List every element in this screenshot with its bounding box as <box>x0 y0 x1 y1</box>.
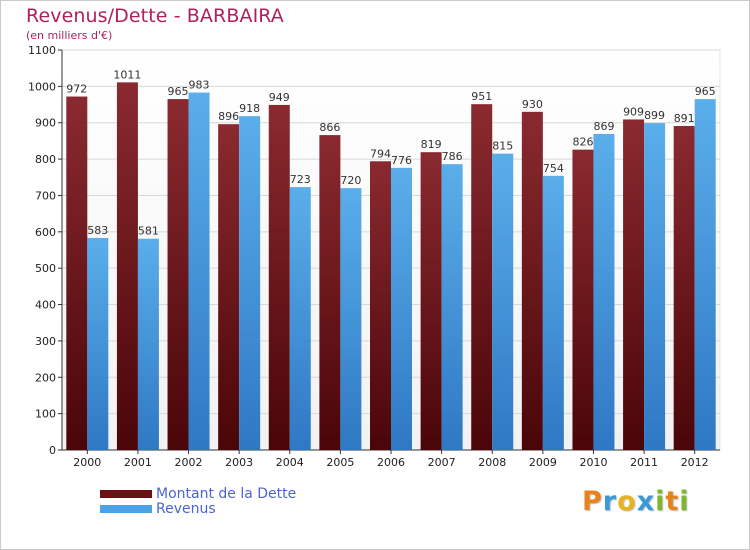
logo-letter: i <box>679 486 690 517</box>
debt-value-label: 819 <box>421 138 442 151</box>
revenue-bar <box>644 123 666 450</box>
revenue-bar <box>492 153 514 451</box>
revenue-value-label: 786 <box>442 150 463 163</box>
x-tick-label: 2010 <box>579 456 607 469</box>
y-tick-label: 800 <box>35 153 56 166</box>
x-tick-label: 2008 <box>478 456 506 469</box>
logo-letter: P <box>582 486 603 517</box>
debt-value-label: 972 <box>66 83 87 96</box>
y-tick-label: 600 <box>35 226 56 239</box>
debt-value-label: 951 <box>471 90 492 103</box>
x-tick-label: 2004 <box>276 456 304 469</box>
revenue-bar <box>289 187 311 450</box>
debt-bar <box>167 99 189 450</box>
logo-letter: i <box>655 486 666 517</box>
y-tick-label: 400 <box>35 299 56 312</box>
y-tick-label: 0 <box>49 444 56 457</box>
revenue-bar <box>87 238 109 450</box>
legend-label-revenue: Revenus <box>156 501 216 517</box>
y-tick-label: 1000 <box>28 80 56 93</box>
logo-letter: o <box>617 486 637 517</box>
debt-bar <box>521 111 543 451</box>
revenue-bar <box>188 92 210 450</box>
x-tick-label: 2007 <box>428 456 456 469</box>
y-tick-label: 700 <box>35 189 56 202</box>
debt-value-label: 794 <box>370 147 391 160</box>
y-tick-label: 200 <box>35 371 56 384</box>
logo-letter: t <box>665 486 680 517</box>
x-tick-label: 2009 <box>529 456 557 469</box>
debt-value-label: 891 <box>674 112 695 125</box>
revenue-bar <box>441 164 463 450</box>
debt-bar <box>572 149 594 451</box>
revenue-value-label: 581 <box>138 225 159 238</box>
debt-bar <box>319 135 341 450</box>
legend-swatch-revenue <box>100 505 152 513</box>
debt-bar <box>673 126 695 450</box>
x-tick-label: 2006 <box>377 456 405 469</box>
revenue-bar <box>694 99 716 450</box>
x-tick-label: 2002 <box>175 456 203 469</box>
debt-bar <box>623 119 645 451</box>
revenue-bar <box>542 175 564 450</box>
revenue-value-label: 983 <box>189 79 210 92</box>
revenue-value-label: 723 <box>290 173 311 186</box>
revenue-value-label: 965 <box>695 85 716 98</box>
debt-bar <box>268 104 290 450</box>
debt-bar <box>420 152 442 450</box>
debt-bar <box>116 82 138 450</box>
debt-value-label: 930 <box>522 98 543 111</box>
debt-bar <box>66 96 88 450</box>
debt-value-label: 1011 <box>113 68 141 81</box>
x-tick-label: 2011 <box>630 456 658 469</box>
debt-value-label: 909 <box>623 105 644 118</box>
y-tick-label: 900 <box>35 117 56 130</box>
x-tick-label: 2012 <box>681 456 709 469</box>
x-tick-label: 2000 <box>73 456 101 469</box>
revenue-bar <box>137 238 159 450</box>
proxiti-logo: Proxiti <box>582 486 690 517</box>
debt-value-label: 896 <box>218 110 239 123</box>
x-tick-label: 2003 <box>225 456 253 469</box>
legend-swatch-debt <box>100 490 152 498</box>
revenue-value-label: 815 <box>492 140 513 153</box>
logo-letter: x <box>636 486 656 517</box>
x-tick-label: 2005 <box>326 456 354 469</box>
revenue-value-label: 899 <box>644 109 665 122</box>
chart-title: Revenus/Dette - BARBAIRA <box>26 5 284 27</box>
y-tick-label: 100 <box>35 408 56 421</box>
revenue-bar <box>391 167 412 450</box>
debt-bar <box>218 124 240 450</box>
revenue-value-label: 869 <box>593 120 614 133</box>
revenue-value-label: 918 <box>239 102 260 115</box>
revenue-value-label: 754 <box>543 162 564 175</box>
y-tick-label: 300 <box>35 335 56 348</box>
logo-letter: r <box>602 486 618 517</box>
revenue-bar <box>593 134 615 450</box>
debt-value-label: 826 <box>572 136 593 149</box>
debt-bar <box>370 161 391 451</box>
x-tick-label: 2001 <box>124 456 152 469</box>
revenue-bar <box>340 188 362 450</box>
debt-value-label: 949 <box>269 91 290 104</box>
revenue-value-label: 583 <box>87 224 108 237</box>
revenue-bar <box>239 116 261 450</box>
debt-bar <box>471 104 493 450</box>
debt-value-label: 866 <box>319 121 340 134</box>
revenue-value-label: 720 <box>340 174 361 187</box>
y-tick-label: 500 <box>35 262 56 275</box>
chart-subtitle: (en milliers d'€) <box>26 29 113 42</box>
y-tick-label: 1100 <box>28 44 56 57</box>
revenue-value-label: 776 <box>391 154 412 167</box>
debt-value-label: 965 <box>168 85 189 98</box>
legend-label-debt: Montant de la Dette <box>156 486 297 502</box>
